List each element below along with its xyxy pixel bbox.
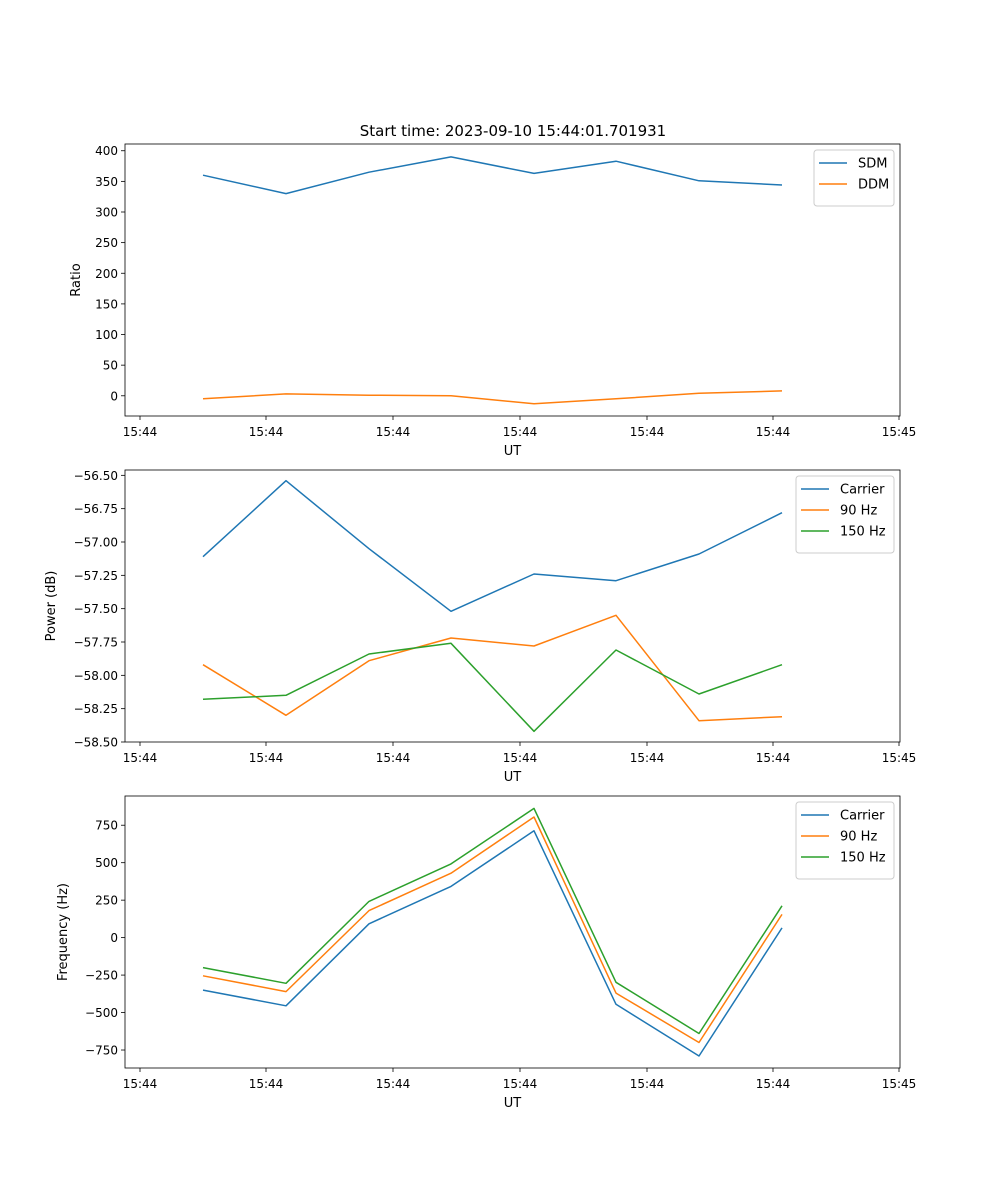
legend-box bbox=[795, 475, 895, 554]
y-tick-label: −500 bbox=[85, 1006, 118, 1020]
legend-box bbox=[795, 801, 895, 880]
axes-frame bbox=[124, 469, 901, 743]
legend-label: DDM bbox=[858, 178, 889, 193]
y-tick-label: 100 bbox=[95, 328, 118, 342]
y-tick-label: 750 bbox=[95, 819, 118, 833]
y-tick-label: 0 bbox=[110, 389, 118, 403]
y-tick-label: 50 bbox=[103, 359, 118, 373]
y-tick-label: 200 bbox=[95, 267, 118, 281]
x-tick-label: 15:44 bbox=[630, 1077, 665, 1091]
x-axis-label: UT bbox=[504, 1096, 522, 1111]
y-tick-label: −56.75 bbox=[74, 502, 118, 516]
y-axis-label: Power (dB) bbox=[44, 571, 59, 642]
x-tick-label: 15:44 bbox=[503, 425, 538, 439]
y-tick-label: 500 bbox=[95, 856, 118, 870]
y-tick-label: −57.00 bbox=[74, 536, 118, 550]
y-tick-label: 250 bbox=[95, 236, 118, 250]
legend: Carrier 90 Hz 150 Hz bbox=[795, 475, 895, 554]
legend-label: 90 Hz bbox=[840, 830, 877, 845]
x-tick-label: 15:45 bbox=[882, 1077, 917, 1091]
series-line-90-hz bbox=[202, 816, 783, 1044]
y-tick-label: 400 bbox=[95, 144, 118, 158]
axes-frame bbox=[124, 143, 901, 417]
x-tick-label: 15:44 bbox=[503, 1077, 538, 1091]
x-tick-label: 15:44 bbox=[630, 751, 665, 765]
x-tick-label: 15:44 bbox=[376, 751, 411, 765]
y-tick-label: −57.50 bbox=[74, 602, 118, 616]
legend: Carrier 90 Hz 150 Hz bbox=[795, 801, 895, 880]
y-tick-label: −250 bbox=[85, 969, 118, 983]
x-tick-label: 15:44 bbox=[249, 425, 284, 439]
x-tick-label: 15:44 bbox=[756, 751, 791, 765]
chart-panel-3: 15:44 15:44 15:44 15:44 15:44 15:44 15:45 −750 −… bbox=[56, 795, 917, 1111]
series-line-150-hz bbox=[202, 807, 783, 1035]
series-line-carrier bbox=[202, 830, 783, 1057]
y-tick-label: −58.25 bbox=[74, 702, 118, 716]
x-axis-label: UT bbox=[504, 770, 522, 785]
x-tick-label: 15:44 bbox=[630, 425, 665, 439]
legend-label: 90 Hz bbox=[840, 504, 877, 519]
series-line-ddm bbox=[202, 390, 783, 405]
x-tick-label: 15:44 bbox=[376, 425, 411, 439]
series-line-sdm bbox=[202, 156, 783, 195]
y-tick-label: 250 bbox=[95, 894, 118, 908]
legend-label: Carrier bbox=[840, 483, 885, 498]
y-tick-label: −750 bbox=[85, 1044, 118, 1058]
x-axis-label: UT bbox=[504, 444, 522, 459]
legend-label: Carrier bbox=[840, 809, 885, 824]
y-tick-label: 0 bbox=[110, 931, 118, 945]
x-tick-label: 15:44 bbox=[376, 1077, 411, 1091]
chart-panel-2: 15:44 15:44 15:44 15:44 15:44 15:44 15:45 −56.5… bbox=[44, 469, 916, 785]
legend: SDM DDM bbox=[813, 149, 895, 207]
series-line-90-hz bbox=[202, 614, 783, 722]
x-tick-label: 15:45 bbox=[882, 425, 917, 439]
figure-title: Start time: 2023-09-10 15:44:01.701931 bbox=[360, 122, 666, 140]
x-tick-label: 15:44 bbox=[249, 1077, 284, 1091]
x-tick-label: 15:44 bbox=[756, 1077, 791, 1091]
legend-label: SDM bbox=[858, 157, 887, 172]
legend-label: 150 Hz bbox=[840, 851, 886, 866]
y-axis-label: Ratio bbox=[69, 263, 84, 296]
x-tick-label: 15:44 bbox=[123, 1077, 158, 1091]
y-tick-label: −57.75 bbox=[74, 636, 118, 650]
legend-label: 150 Hz bbox=[840, 525, 886, 540]
y-tick-label: −57.25 bbox=[74, 569, 118, 583]
series-line-150-hz bbox=[202, 642, 783, 733]
series-line-carrier bbox=[202, 479, 783, 613]
y-tick-label: 150 bbox=[95, 297, 118, 311]
y-tick-label: 350 bbox=[95, 175, 118, 189]
x-tick-label: 15:44 bbox=[756, 425, 791, 439]
x-tick-label: 15:44 bbox=[123, 425, 158, 439]
x-tick-label: 15:44 bbox=[503, 751, 538, 765]
y-tick-label: −58.50 bbox=[74, 736, 118, 750]
y-tick-label: −58.00 bbox=[74, 669, 118, 683]
x-tick-label: 15:45 bbox=[882, 751, 917, 765]
y-axis-label: Frequency (Hz) bbox=[56, 883, 71, 981]
axes-frame bbox=[124, 795, 901, 1069]
y-tick-label: −56.50 bbox=[74, 469, 118, 483]
x-tick-label: 15:44 bbox=[123, 751, 158, 765]
x-tick-label: 15:44 bbox=[249, 751, 284, 765]
y-tick-label: 300 bbox=[95, 206, 118, 220]
legend-box bbox=[813, 149, 895, 207]
chart-panel-1: 15:44 15:44 15:44 15:44 15:44 15:44 15:45 0 50 10… bbox=[69, 143, 917, 459]
